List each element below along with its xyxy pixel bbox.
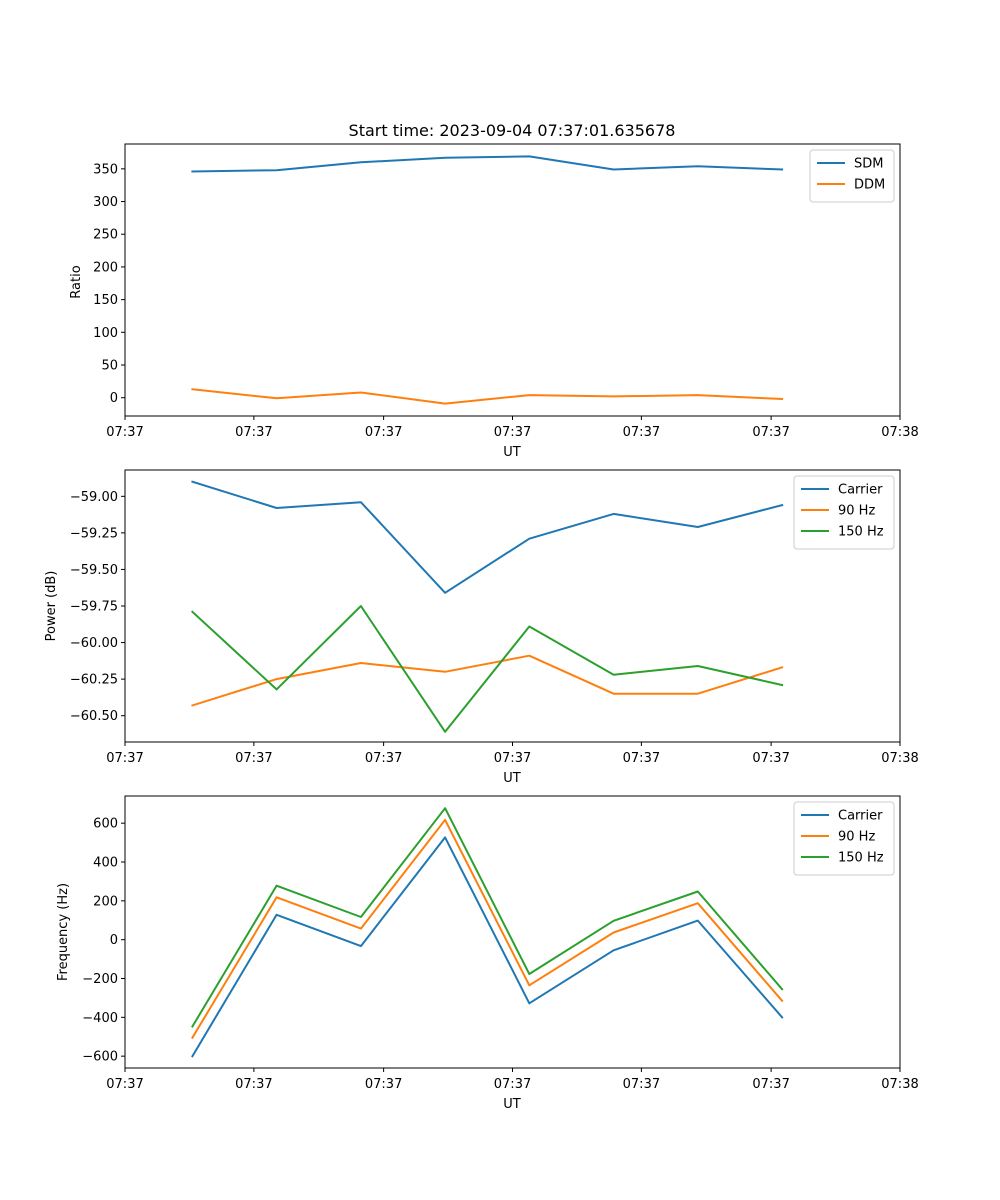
x-axis: 07:37 07:37 07:37 07:37 07:37 07:37 07:38 <box>106 1068 919 1092</box>
y-axis-label: Power (dB) <box>44 571 59 642</box>
x-tick-label: 07:38 <box>881 1077 918 1092</box>
y-tick-label: −60.25 <box>70 673 118 688</box>
y-tick-label: −400 <box>82 1011 118 1026</box>
x-tick-label: 07:37 <box>752 425 789 440</box>
y-tick-label: 0 <box>110 933 118 948</box>
y-tick-label: −59.00 <box>70 490 118 505</box>
y-axis: 0 50 100 150 200 250 300 350 <box>93 162 125 406</box>
y-tick-label: −60.00 <box>70 636 118 651</box>
x-tick-label: 07:37 <box>106 1077 143 1092</box>
x-tick-label: 07:37 <box>235 425 272 440</box>
power-panel: −60.50 −60.25 −60.00 −59.75 −59.50 −59.25 −59.… <box>44 469 919 786</box>
legend-label: Carrier <box>838 809 883 824</box>
ratio-panel: Start time: 2023-09-04 07:37:01.635678 0… <box>69 121 919 460</box>
legend-label: 150 Hz <box>838 851 884 866</box>
x-tick-label: 07:37 <box>494 1077 531 1092</box>
legend: Carrier 90 Hz 150 Hz <box>793 801 895 876</box>
x-tick-label: 07:37 <box>235 1077 272 1092</box>
series-lines <box>191 155 784 405</box>
x-axis: 07:37 07:37 07:37 07:37 07:37 07:37 07:38 <box>106 742 919 766</box>
y-tick-label: −59.50 <box>70 563 118 578</box>
x-axis: 07:37 07:37 07:37 07:37 07:37 07:37 07:38 <box>106 416 919 440</box>
x-tick-label: 07:37 <box>752 751 789 766</box>
y-tick-label: 200 <box>93 894 118 909</box>
x-tick-label: 07:37 <box>623 751 660 766</box>
x-axis-label: UT <box>503 1097 521 1112</box>
y-tick-label: −60.50 <box>70 709 118 724</box>
series-line-150-hz <box>191 807 784 1028</box>
series-lines <box>190 480 784 733</box>
x-tick-label: 07:37 <box>106 751 143 766</box>
y-tick-label: 0 <box>110 391 118 406</box>
y-tick-label: 350 <box>93 162 118 177</box>
y-axis: −60.50 −60.25 −60.00 −59.75 −59.50 −59.25 −59.… <box>70 490 125 724</box>
y-tick-label: 50 <box>101 359 118 374</box>
legend-label: 90 Hz <box>838 830 875 845</box>
y-tick-label: −600 <box>82 1050 118 1065</box>
x-tick-label: 07:37 <box>235 751 272 766</box>
legend: Carrier 90 Hz 150 Hz <box>793 475 895 550</box>
y-axis: −600 −400 −200 0 200 400 600 <box>82 817 125 1065</box>
x-tick-label: 07:37 <box>365 425 402 440</box>
x-tick-label: 07:37 <box>494 425 531 440</box>
series-line-sdm <box>191 155 784 173</box>
legend-label: Carrier <box>838 483 883 498</box>
x-tick-label: 07:37 <box>365 751 402 766</box>
x-tick-label: 07:38 <box>881 425 918 440</box>
x-tick-label: 07:37 <box>623 425 660 440</box>
legend-label: 150 Hz <box>838 525 884 540</box>
x-tick-label: 07:37 <box>365 1077 402 1092</box>
series-line-150-hz <box>190 605 784 733</box>
x-tick-label: 07:37 <box>752 1077 789 1092</box>
x-tick-label: 07:37 <box>106 425 143 440</box>
series-line-carrier <box>191 480 784 594</box>
series-line-ddm <box>191 388 784 405</box>
y-tick-label: −59.75 <box>70 600 118 615</box>
x-axis-label: UT <box>503 445 521 460</box>
y-tick-label: −200 <box>82 972 118 987</box>
chart-title: Start time: 2023-09-04 07:37:01.635678 <box>349 121 676 140</box>
y-tick-label: 300 <box>93 195 118 210</box>
x-tick-label: 07:37 <box>494 751 531 766</box>
x-axis-label: UT <box>503 771 521 786</box>
y-tick-label: 200 <box>93 260 118 275</box>
y-tick-label: 250 <box>93 228 118 243</box>
legend-label: 90 Hz <box>838 504 875 519</box>
x-tick-label: 07:38 <box>881 751 918 766</box>
y-axis-label: Frequency (Hz) <box>56 883 71 981</box>
legend-label: SDM <box>854 157 883 172</box>
y-tick-label: 600 <box>93 817 118 832</box>
series-line-carrier <box>191 836 784 1058</box>
y-axis-label: Ratio <box>69 265 84 298</box>
legend-label: DDM <box>854 178 885 193</box>
y-tick-label: 150 <box>93 293 118 308</box>
y-tick-label: 100 <box>93 326 118 341</box>
x-tick-label: 07:37 <box>623 1077 660 1092</box>
series-line-90-hz <box>191 818 784 1040</box>
y-tick-label: −59.25 <box>70 526 118 541</box>
series-lines <box>191 807 784 1058</box>
y-tick-label: 400 <box>93 856 118 871</box>
legend: SDM DDM <box>809 149 895 203</box>
